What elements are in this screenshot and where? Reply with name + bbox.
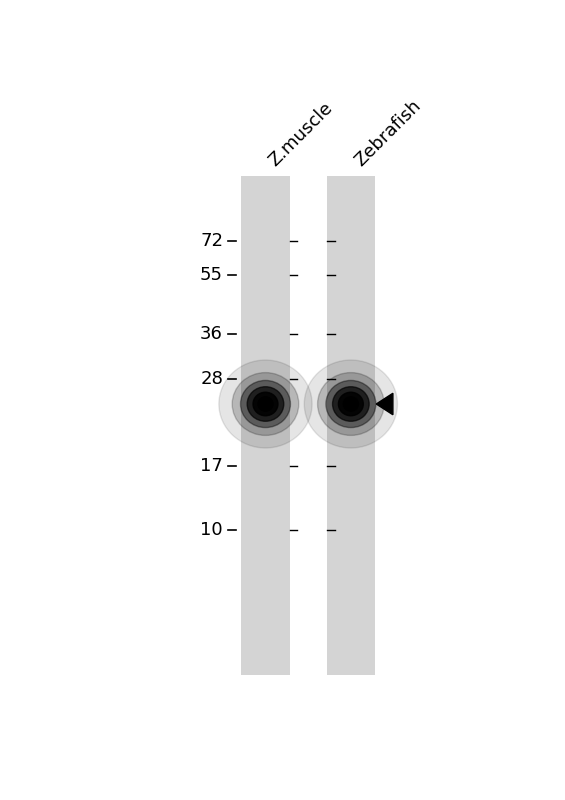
Ellipse shape [344,397,358,411]
Text: 36: 36 [200,326,223,343]
Ellipse shape [247,386,284,422]
Text: Z.muscle: Z.muscle [266,99,336,170]
Text: 55: 55 [200,266,223,284]
Bar [241,176,289,675]
Ellipse shape [232,373,299,435]
Ellipse shape [305,360,397,448]
Text: Zebrafish: Zebrafish [351,97,424,170]
Ellipse shape [326,381,376,427]
Ellipse shape [253,392,278,416]
Ellipse shape [338,392,363,416]
Text: 72: 72 [200,232,223,250]
Ellipse shape [318,373,384,435]
Ellipse shape [219,360,312,448]
Polygon shape [376,394,393,414]
Ellipse shape [241,381,290,427]
Ellipse shape [258,397,273,411]
Text: 17: 17 [200,457,223,474]
Ellipse shape [333,386,369,422]
Text: 10: 10 [201,522,223,539]
Text: 28: 28 [200,370,223,388]
Bar [327,176,375,675]
